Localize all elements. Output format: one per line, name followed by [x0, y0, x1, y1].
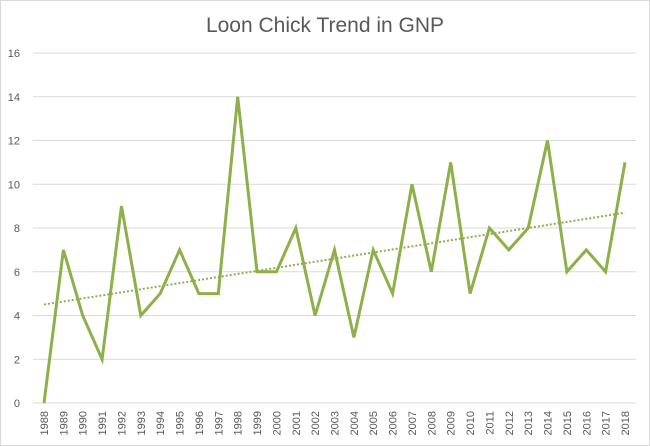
gridlines	[33, 52, 636, 404]
y-tick-label: 16	[8, 48, 20, 60]
x-tick-label: 2018	[620, 411, 632, 435]
y-tick-label: 12	[8, 136, 20, 148]
x-tick-label: 1995	[175, 411, 187, 435]
y-tick-label: 4	[14, 311, 20, 323]
x-tick-label: 2004	[349, 411, 361, 435]
x-tick-label: 2014	[543, 411, 555, 435]
x-tick-label: 2001	[291, 411, 303, 435]
x-tick-label: 1996	[194, 411, 206, 435]
x-tick-label: 1991	[97, 411, 109, 435]
x-tick-label: 2012	[504, 411, 516, 435]
x-tick-label: 1993	[136, 411, 148, 435]
x-tick-label: 2000	[271, 411, 283, 435]
x-tick-label: 1990	[78, 411, 90, 435]
x-tick-label: 1997	[213, 411, 225, 435]
x-tick-label: 2002	[310, 411, 322, 435]
x-tick-label: 2011	[484, 411, 496, 435]
x-tick-label: 2006	[388, 411, 400, 435]
x-tick-label: 2005	[368, 411, 380, 435]
y-tick-label: 0	[14, 398, 20, 410]
y-tick-label: 10	[8, 179, 20, 191]
y-axis-labels: 0 2 4 6 8 10 12 14 16	[8, 48, 20, 410]
x-axis-labels: 1988 1989 1990 1991 1992 1993 1994 1995 1996 1997…	[39, 411, 632, 435]
x-tick-label: 2013	[523, 411, 535, 435]
y-tick-label: 8	[14, 223, 20, 235]
x-tick-label: 2010	[465, 411, 477, 435]
x-tick-label: 1998	[233, 411, 245, 435]
x-tick-label: 2009	[446, 411, 458, 435]
x-tick-label: 2015	[562, 411, 574, 435]
y-tick-label: 6	[14, 267, 20, 279]
x-tick-label: 1988	[39, 411, 51, 435]
y-tick-label: 14	[8, 92, 20, 104]
x-tick-label: 2017	[601, 411, 613, 435]
x-tick-label: 1992	[116, 411, 128, 435]
x-tick-label: 2008	[426, 411, 438, 435]
chart-title: Loon Chick Trend in GNP	[205, 14, 445, 37]
x-tick-label: 1999	[252, 411, 264, 435]
x-tick-label: 1989	[58, 411, 70, 435]
x-tick-label: 2007	[407, 411, 419, 435]
x-tick-label: 1994	[155, 411, 167, 435]
x-tick-label: 2016	[581, 411, 593, 435]
data-series-line	[42, 96, 627, 404]
y-tick-label: 2	[14, 354, 20, 366]
x-tick-label: 2003	[330, 411, 342, 435]
